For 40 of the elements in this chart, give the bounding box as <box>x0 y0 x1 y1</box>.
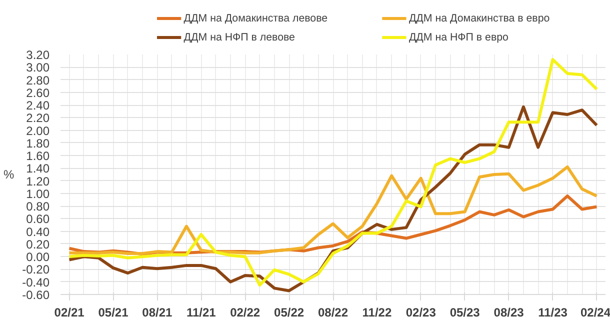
x-tick-label: 08/22 <box>318 306 348 320</box>
x-tick-label: 05/21 <box>98 306 129 320</box>
y-tick-label: 1.20 <box>26 174 50 188</box>
y-tick-label: 2.20 <box>26 111 50 126</box>
x-tick-label: 08/23 <box>494 306 524 320</box>
x-tick-label: 02/21 <box>54 306 85 320</box>
y-tick-label: 2.00 <box>26 124 50 138</box>
y-tick-label: 0.20 <box>26 237 50 252</box>
x-tick-label: 08/21 <box>142 306 173 320</box>
y-tick-label: 0.40 <box>26 224 50 239</box>
y-tick-label: 2.40 <box>26 98 50 113</box>
x-tick-label: 02/24 <box>580 306 610 320</box>
x-tick-label: 05/22 <box>274 306 304 320</box>
line-series <box>68 58 598 287</box>
y-tick-label: 1.40 <box>26 162 50 176</box>
line-series <box>68 165 598 255</box>
y-tick-label: -0.20 <box>22 262 50 277</box>
legend-label: ДДМ на НФП в евро <box>408 32 509 44</box>
y-tick-label: 0.60 <box>26 212 50 226</box>
y-tick-label: -0.40 <box>22 275 50 290</box>
y-tick-label: 0.80 <box>26 200 50 214</box>
x-tick-label: 11/21 <box>186 306 216 320</box>
y-tick-label: 2.80 <box>26 73 50 88</box>
x-tick-label: 02/23 <box>406 306 436 320</box>
y-tick-label: 1.60 <box>26 149 50 164</box>
x-tick-label: 11/23 <box>538 306 568 320</box>
y-tick-label: 0.00 <box>26 250 50 264</box>
x-tick-label: 05/23 <box>450 306 480 320</box>
y-tick-label: 1.00 <box>26 186 50 201</box>
x-tick-label: 11/22 <box>362 306 392 320</box>
x-tick-label: 02/22 <box>230 306 260 320</box>
y-axis-title: % <box>3 168 14 182</box>
y-tick-label: 3.00 <box>26 60 50 75</box>
legend-label: ДДМ на Домакинства в евро <box>408 12 550 24</box>
legend-label: ДДМ на Домакинства левове <box>184 12 328 24</box>
y-tick-label: 1.80 <box>26 136 50 150</box>
y-tick-label: -0.60 <box>22 288 50 302</box>
y-tick-label: 3.20 <box>26 48 50 62</box>
legend-label: ДДМ на НФП в левове <box>184 32 296 44</box>
y-tick-label: 2.60 <box>26 86 50 100</box>
